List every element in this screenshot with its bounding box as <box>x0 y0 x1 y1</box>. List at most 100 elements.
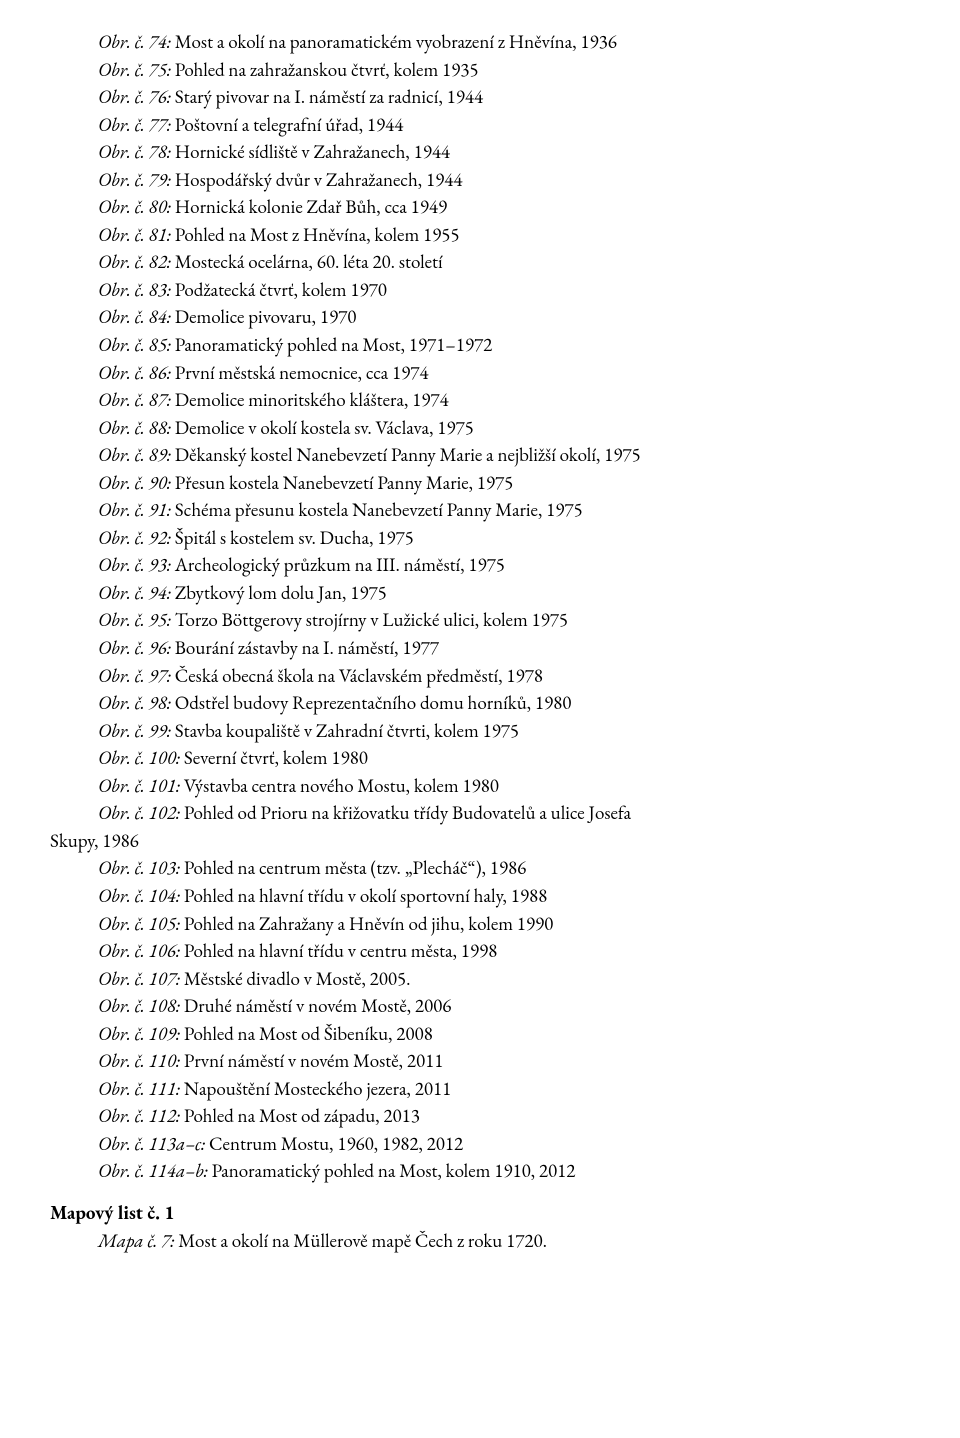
figure-label: Obr. č. 78: <box>98 139 171 164</box>
figure-entry: Obr. č. 111: Napouštění Mosteckého jezer… <box>50 1075 960 1103</box>
figure-entry: Obr. č. 83: Podžatecká čtvrť, kolem 1970 <box>50 276 960 304</box>
figure-text: Demolice pivovaru, 1970 <box>171 304 356 329</box>
figure-entry: Obr. č. 76: Starý pivovar na I. náměstí … <box>50 83 960 111</box>
figure-text: Odstřel budovy Reprezentačního domu horn… <box>171 690 571 715</box>
figure-label: Obr. č. 88: <box>98 415 171 440</box>
figure-entry-102-line2: Skupy, 1986 <box>50 827 960 855</box>
figure-text: Pohled na Most od západu, 2013 <box>180 1103 420 1128</box>
figure-list-block-1: Obr. č. 74: Most a okolí na panoramatick… <box>50 28 960 799</box>
figure-text-cont: Skupy, 1986 <box>50 828 139 853</box>
figure-label: Obr. č. 93: <box>98 552 171 577</box>
figure-text: Špitál s kostelem sv. Ducha, 1975 <box>171 525 414 550</box>
figure-label: Obr. č. 75: <box>98 57 171 82</box>
figure-label: Obr. č. 100: <box>98 745 180 770</box>
figure-label: Obr. č. 112: <box>98 1103 180 1128</box>
figure-text: Poštovní a telegrafní úřad, 1944 <box>171 112 403 137</box>
figure-text: Demolice v okolí kostela sv. Václava, 19… <box>171 415 474 440</box>
figure-label: Obr. č. 107: <box>98 966 180 991</box>
figure-label: Obr. č. 85: <box>98 332 171 357</box>
figure-label: Obr. č. 79: <box>98 167 171 192</box>
figure-entry: Obr. č. 75: Pohled na zahražanskou čtvrť… <box>50 56 960 84</box>
figure-label: Obr. č. 108: <box>98 993 180 1018</box>
figure-label: Obr. č. 92: <box>98 525 171 550</box>
figure-entry: Obr. č. 114a–b: Panoramatický pohled na … <box>50 1157 960 1185</box>
figure-entry: Obr. č. 92: Špitál s kostelem sv. Ducha,… <box>50 524 960 552</box>
figure-label: Obr. č. 106: <box>98 938 180 963</box>
figure-text: Archeologický průzkum na III. náměstí, 1… <box>171 552 505 577</box>
figure-label: Obr. č. 74: <box>98 29 171 54</box>
figure-label: Obr. č. 104: <box>98 883 180 908</box>
figure-entry: Obr. č. 101: Výstavba centra nového Most… <box>50 772 960 800</box>
figure-label: Obr. č. 109: <box>98 1021 180 1046</box>
figure-label: Obr. č. 99: <box>98 718 171 743</box>
figure-entry-102-line1: Obr. č. 102: Pohled od Prioru na křižova… <box>50 799 960 827</box>
figure-entry: Obr. č. 85: Panoramatický pohled na Most… <box>50 331 960 359</box>
figure-label: Obr. č. 82: <box>98 249 171 274</box>
figure-entry: Obr. č. 79: Hospodářský dvůr v Zahražane… <box>50 166 960 194</box>
figure-entry: Obr. č. 96: Bourání zástavby na I. náměs… <box>50 634 960 662</box>
figure-label: Obr. č. 95: <box>98 607 171 632</box>
figure-entry: Obr. č. 78: Hornické sídliště v Zahražan… <box>50 138 960 166</box>
figure-entry: Obr. č. 90: Přesun kostela Nanebevzetí P… <box>50 469 960 497</box>
figure-text: Bourání zástavby na I. náměstí, 1977 <box>171 635 439 660</box>
figure-entry: Obr. č. 89: Děkanský kostel Nanebevzetí … <box>50 441 960 469</box>
figure-text: První náměstí v novém Mostě, 2011 <box>180 1048 443 1073</box>
figure-entry: Obr. č. 80: Hornická kolonie Zdař Bůh, c… <box>50 193 960 221</box>
figure-label: Obr. č. 80: <box>98 194 171 219</box>
figure-entry: Obr. č. 104: Pohled na hlavní třídu v ok… <box>50 882 960 910</box>
figure-text: Torzo Böttgerovy strojírny v Lužické uli… <box>171 607 568 632</box>
figure-text: Hospodářský dvůr v Zahražanech, 1944 <box>171 167 462 192</box>
figure-entry: Obr. č. 74: Most a okolí na panoramatick… <box>50 28 960 56</box>
figure-text: Pohled na hlavní třídu v centru města, 1… <box>180 938 497 963</box>
figure-text: Pohled na centrum města (tzv. „Plecháč“)… <box>180 855 526 880</box>
figure-label: Obr. č. 76: <box>98 84 171 109</box>
figure-text: Hornické sídliště v Zahražanech, 1944 <box>171 139 450 164</box>
figure-label: Obr. č. 113a–c: <box>98 1131 205 1156</box>
figure-text: Pohled od Prioru na křižovatku třídy Bud… <box>180 800 631 825</box>
figure-entry: Obr. č. 113a–c: Centrum Mostu, 1960, 198… <box>50 1130 960 1158</box>
figure-text: Pohled na Most z Hněvína, kolem 1955 <box>171 222 460 247</box>
figure-label: Obr. č. 87: <box>98 387 171 412</box>
figure-entry: Obr. č. 91: Schéma přesunu kostela Naneb… <box>50 496 960 524</box>
figure-text: Severní čtvrť, kolem 1980 <box>180 745 368 770</box>
figure-entry: Obr. č. 82: Mostecká ocelárna, 60. léta … <box>50 248 960 276</box>
figure-text: Výstavba centra nového Mostu, kolem 1980 <box>180 773 499 798</box>
map-text: Most a okolí na Müllerově mapě Čech z ro… <box>175 1228 547 1253</box>
figure-text: Most a okolí na panoramatickém vyobrazen… <box>171 29 617 54</box>
figure-label: Obr. č. 97: <box>98 663 171 688</box>
figure-entry: Obr. č. 107: Městské divadlo v Mostě, 20… <box>50 965 960 993</box>
figure-label: Obr. č. 84: <box>98 304 171 329</box>
figure-text: Pohled na Zahražany a Hněvín od jihu, ko… <box>180 911 553 936</box>
figure-entry: Obr. č. 97: Česká obecná škola na Václav… <box>50 662 960 690</box>
figure-entry: Obr. č. 108: Druhé náměstí v novém Mostě… <box>50 992 960 1020</box>
figure-text: Přesun kostela Nanebevzetí Panny Marie, … <box>171 470 513 495</box>
figure-text: Hornická kolonie Zdař Bůh, cca 1949 <box>171 194 447 219</box>
figure-label: Obr. č. 86: <box>98 360 171 385</box>
figure-text: Demolice minoritského kláštera, 1974 <box>171 387 449 412</box>
figure-entry: Obr. č. 94: Zbytkový lom dolu Jan, 1975 <box>50 579 960 607</box>
figure-text: Stavba koupaliště v Zahradní čtvrti, kol… <box>171 718 519 743</box>
figure-entry: Obr. č. 95: Torzo Böttgerovy strojírny v… <box>50 606 960 634</box>
map-heading: Mapový list č. 1 <box>50 1199 960 1227</box>
figure-label: Obr. č. 114a–b: <box>98 1158 208 1183</box>
figure-text: Pohled na Most od Šibeníku, 2008 <box>180 1021 433 1046</box>
figure-entry: Obr. č. 105: Pohled na Zahražany a Hněví… <box>50 910 960 938</box>
map-entry: Mapa č. 7: Most a okolí na Müllerově map… <box>50 1227 960 1255</box>
figure-entry: Obr. č. 88: Demolice v okolí kostela sv.… <box>50 414 960 442</box>
figure-label: Obr. č. 98: <box>98 690 171 715</box>
figure-list-block-2: Obr. č. 103: Pohled na centrum města (tz… <box>50 854 960 1185</box>
figure-text: Zbytkový lom dolu Jan, 1975 <box>171 580 387 605</box>
figure-text: Podžatecká čtvrť, kolem 1970 <box>171 277 387 302</box>
figure-label: Obr. č. 83: <box>98 277 171 302</box>
figure-text: Děkanský kostel Nanebevzetí Panny Marie … <box>171 442 641 467</box>
figure-label: Obr. č. 96: <box>98 635 171 660</box>
figure-label: Obr. č. 101: <box>98 773 180 798</box>
figure-text: První městská nemocnice, cca 1974 <box>171 360 429 385</box>
figure-text: Panoramatický pohled na Most, 1971–1972 <box>171 332 492 357</box>
figure-entry: Obr. č. 77: Poštovní a telegrafní úřad, … <box>50 111 960 139</box>
figure-label: Obr. č. 102: <box>98 800 180 825</box>
figure-text: Česká obecná škola na Václavském předměs… <box>171 663 543 688</box>
figure-entry: Obr. č. 110: První náměstí v novém Mostě… <box>50 1047 960 1075</box>
figure-text: Pohled na zahražanskou čtvrť, kolem 1935 <box>171 57 479 82</box>
figure-label: Obr. č. 110: <box>98 1048 180 1073</box>
